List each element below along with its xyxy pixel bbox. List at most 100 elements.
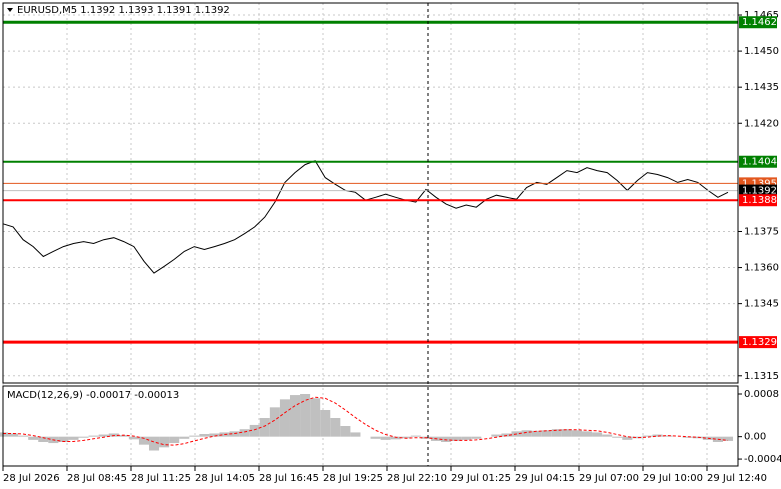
macd-bar: [269, 407, 280, 437]
macd-bar: [118, 435, 129, 437]
y-tick-label: 1.1315: [744, 371, 779, 382]
axis-labels: 1.1465 1.1450 1.1435 1.1420 1.1375 1.1360 1.13…: [2, 10, 781, 484]
macd-bar: [491, 434, 502, 437]
macd-bar: [300, 394, 311, 437]
y-tick-label: 1.1435: [744, 82, 779, 93]
x-tick-label: 28 Jul 14:05: [195, 473, 255, 484]
macd-bar: [169, 436, 180, 444]
macd-bar: [410, 435, 421, 437]
macd-bar: [340, 426, 351, 437]
macd-bar: [642, 435, 653, 437]
x-tick-label: 29 Jul 12:40: [707, 473, 767, 484]
macd-bar: [662, 435, 673, 437]
macd-bar: [98, 434, 109, 437]
macd-bar: [571, 430, 582, 437]
macd-bar: [0, 432, 9, 437]
macd-bar: [461, 436, 472, 440]
macd-bar: [149, 436, 160, 451]
level-label-bg: [739, 184, 777, 197]
chart-title: EURUSD,M5 1.1392 1.1393 1.1391 1.1392: [17, 5, 230, 16]
macd-bar: [692, 436, 703, 439]
x-tick-label: 28 Jul 22:10: [387, 473, 447, 484]
marks: [0, 20, 738, 451]
y-tick-label: 1.1465: [744, 10, 779, 21]
macd-bar: [531, 430, 542, 437]
macd-bar: [612, 436, 623, 438]
macd-bar: [249, 424, 260, 437]
macd-bar: [279, 399, 290, 437]
level-label-bg: [739, 336, 777, 349]
level-label-bg: [739, 194, 777, 207]
y-tick-label: 1.1450: [744, 46, 779, 57]
level-label: 1.1404: [742, 157, 777, 168]
macd-bar: [581, 431, 593, 437]
y-tick-label: 0.0008: [744, 389, 779, 400]
macd-bar: [521, 430, 532, 437]
level-label: 1.1462: [742, 17, 777, 28]
macd-bar: [209, 433, 220, 437]
macd-bar: [441, 436, 452, 442]
level-label-bg: [739, 155, 777, 168]
macd-bar: [189, 435, 200, 437]
level-label: 1.1329: [742, 337, 777, 348]
x-tick-label: 28 Jul 08:45: [67, 473, 127, 484]
macd-bar: [471, 436, 482, 439]
level-label: 1.1388: [742, 195, 777, 206]
macd-bar: [451, 436, 462, 441]
macd-bar: [592, 432, 603, 437]
macd-bar: [602, 434, 613, 437]
macd-bar: [259, 418, 270, 437]
macd-bar: [88, 435, 99, 437]
macd-bar: [159, 436, 170, 448]
macd-title: MACD(12,26,9) -0.00017 -0.00013: [7, 390, 179, 401]
macd-bar: [8, 433, 19, 437]
macd-bar: [622, 436, 633, 440]
macd-bar: [138, 436, 150, 445]
x-tick-label: 28 Jul 2026: [3, 473, 60, 484]
macd-bar: [128, 436, 139, 440]
macd-bar: [632, 436, 643, 439]
level-label: 1.1395: [742, 178, 777, 189]
x-tick-label: 29 Jul 04:15: [515, 473, 575, 484]
level-label-bg: [739, 16, 777, 29]
y-tick-label: 1.1375: [744, 226, 779, 237]
y-tick-label: 1.1345: [744, 299, 779, 310]
x-tick-label: 29 Jul 10:00: [643, 473, 703, 484]
level-label: 1.1392: [742, 186, 777, 197]
macd-bar: [310, 398, 321, 437]
macd-bar: [320, 410, 331, 437]
macd-bar: [541, 430, 552, 437]
macd-bar: [551, 429, 562, 437]
macd-bar: [390, 436, 401, 440]
signal-line: [3, 396, 729, 446]
macd-bar: [38, 436, 49, 442]
macd-bar: [28, 436, 39, 440]
x-tick-label: 29 Jul 07:00: [579, 473, 639, 484]
macd-bar: [380, 436, 391, 440]
macd-bar: [68, 436, 79, 440]
macd-bar: [370, 436, 381, 439]
macd-panel-frame: [2, 385, 739, 467]
macd-bar: [179, 436, 190, 439]
x-tick-label: 28 Jul 11:25: [131, 473, 191, 484]
y-tick-label: 1.1420: [744, 118, 779, 129]
menu-arrow[interactable]: [7, 8, 13, 12]
macd-bar: [400, 436, 411, 439]
macd-bar: [58, 436, 69, 442]
macd-bar: [682, 436, 693, 438]
y-tick-label: 1.1360: [744, 263, 779, 274]
macd-bar: [78, 436, 89, 438]
macd-bar: [239, 429, 250, 437]
macd-bar: [652, 434, 663, 437]
macd-bar: [501, 433, 512, 437]
macd-bar: [289, 395, 301, 437]
macd-bar: [561, 429, 572, 437]
x-tick-label: 28 Jul 19:25: [323, 473, 383, 484]
macd-bar: [108, 433, 119, 437]
y-tick-label: 0.00: [744, 432, 766, 443]
x-tick-label: 28 Jul 16:45: [259, 473, 319, 484]
macd-bar: [722, 436, 734, 441]
y-tick-label: -0.00042: [744, 454, 781, 465]
macd-bar: [350, 432, 361, 437]
